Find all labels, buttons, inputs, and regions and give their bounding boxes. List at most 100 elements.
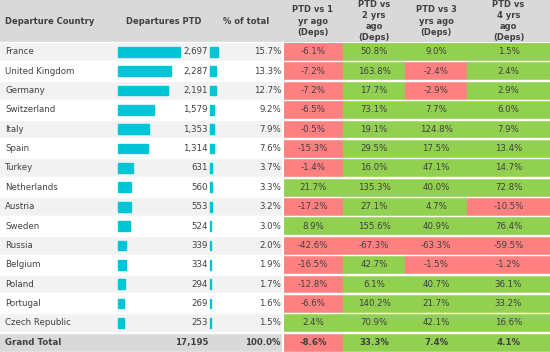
Text: 4.7%: 4.7% [425,202,447,211]
Bar [0,274,550,275]
Bar [210,144,213,153]
Bar [210,318,211,328]
Bar [467,139,550,158]
Bar [0,235,550,236]
Bar [467,42,550,61]
Bar [467,236,550,255]
Text: 70.9%: 70.9% [360,319,388,327]
Text: 76.4%: 76.4% [495,221,522,231]
Text: Turkey: Turkey [5,163,33,172]
Bar [118,124,149,134]
Text: 124.8%: 124.8% [420,125,453,134]
Text: -63.3%: -63.3% [421,241,451,250]
Bar [467,313,550,333]
Bar [0,119,283,139]
Text: PTD vs 1
yr ago
(Deps): PTD vs 1 yr ago (Deps) [293,5,333,37]
Text: -67.3%: -67.3% [359,241,389,250]
Text: 9.0%: 9.0% [425,47,447,56]
Bar [118,318,124,328]
Bar [118,241,126,250]
Text: 334: 334 [191,260,208,269]
Text: 73.1%: 73.1% [360,105,388,114]
Text: 40.9%: 40.9% [422,221,450,231]
Bar [405,236,467,255]
Text: 2,697: 2,697 [184,47,208,56]
Text: 33.2%: 33.2% [495,299,522,308]
Bar [343,100,405,119]
Text: Sweden: Sweden [5,221,39,231]
Text: 560: 560 [191,183,208,192]
Text: Poland: Poland [5,280,34,289]
Bar [283,178,343,197]
Bar [467,158,550,178]
Bar [343,255,405,275]
Bar [118,299,124,308]
Bar [405,81,467,100]
Text: 15.7%: 15.7% [254,47,281,56]
Text: Czech Republic: Czech Republic [5,319,71,327]
Bar [343,61,405,81]
Text: 21.7%: 21.7% [299,183,327,192]
Text: 17.7%: 17.7% [360,86,388,95]
Bar [118,221,130,231]
Text: 2.4%: 2.4% [302,319,324,327]
Bar [283,275,343,294]
Bar [210,163,212,173]
Text: 7.9%: 7.9% [259,125,281,134]
Text: 1.5%: 1.5% [259,319,281,327]
Bar [283,255,343,275]
Bar [467,81,550,100]
Bar [467,255,550,275]
Text: 339: 339 [191,241,208,250]
Text: % of total: % of total [223,17,270,25]
Bar [0,61,283,81]
Bar [210,241,211,250]
Bar [467,100,550,119]
Text: 2,287: 2,287 [183,67,208,76]
Text: 42.7%: 42.7% [360,260,388,269]
Bar [405,139,467,158]
Bar [283,313,343,333]
Bar [0,196,550,197]
Text: 155.6%: 155.6% [358,221,390,231]
Text: PTD vs
2 yrs
ago
(Deps): PTD vs 2 yrs ago (Deps) [358,0,390,42]
Bar [0,254,550,255]
Text: -15.3%: -15.3% [298,144,328,153]
Bar [0,294,283,313]
Text: 19.1%: 19.1% [360,125,388,134]
Bar [467,178,550,197]
Text: 29.5%: 29.5% [360,144,388,153]
Text: 13.3%: 13.3% [254,67,281,76]
Bar [467,275,550,294]
Bar [118,86,168,95]
Bar [283,100,343,119]
Bar [343,216,405,236]
Text: 47.1%: 47.1% [422,163,450,172]
Bar [343,275,405,294]
Bar [405,61,467,81]
Text: 631: 631 [191,163,208,172]
Bar [118,202,131,212]
Bar [343,139,405,158]
Text: 1,579: 1,579 [184,105,208,114]
Text: 40.7%: 40.7% [422,280,450,289]
Text: 12.7%: 12.7% [254,86,281,95]
Bar [283,197,343,216]
Bar [0,293,550,294]
Text: 7.4%: 7.4% [424,338,448,347]
Bar [343,313,405,333]
Text: 135.3%: 135.3% [358,183,390,192]
Text: 3.3%: 3.3% [259,183,281,192]
Text: Grand Total: Grand Total [5,338,61,347]
Text: 6.0%: 6.0% [498,105,519,114]
Bar [0,313,283,333]
Text: 553: 553 [191,202,208,211]
Text: 100.0%: 100.0% [245,338,281,347]
Bar [405,216,467,236]
Text: 1,353: 1,353 [183,125,208,134]
Text: -6.1%: -6.1% [300,47,326,56]
Text: -6.6%: -6.6% [300,299,326,308]
Text: 8.9%: 8.9% [302,221,324,231]
Bar [0,332,550,333]
Bar [405,158,467,178]
